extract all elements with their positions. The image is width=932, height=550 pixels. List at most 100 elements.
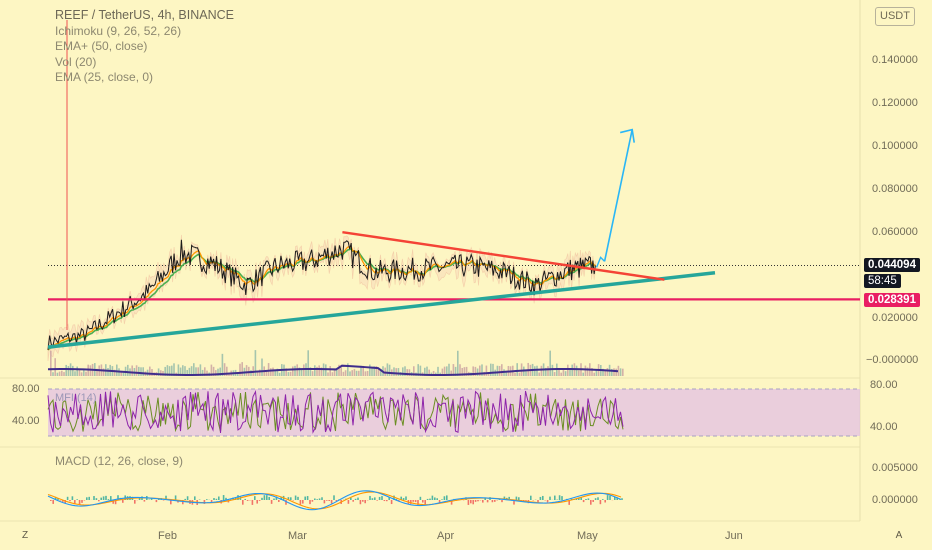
volume-bar bbox=[553, 372, 556, 376]
volume-bar bbox=[195, 367, 197, 376]
volume-bar bbox=[250, 370, 252, 376]
time-label: Mar bbox=[288, 530, 307, 542]
macd-histogram-bar bbox=[501, 500, 503, 503]
macd-histogram-bar bbox=[150, 497, 153, 500]
macd-histogram-bar bbox=[114, 500, 117, 505]
macd-histogram-bar bbox=[474, 500, 477, 502]
macd-histogram-bar bbox=[390, 500, 393, 505]
volume-tick: −0.000000 bbox=[866, 354, 919, 366]
volume-bar bbox=[135, 365, 138, 376]
volume-bar bbox=[465, 366, 468, 376]
zoom-button[interactable]: Z bbox=[21, 530, 29, 541]
macd-histogram-bar bbox=[518, 497, 520, 500]
auto-scale-button[interactable]: A bbox=[895, 530, 903, 541]
macd-histogram-bar bbox=[357, 497, 359, 500]
volume-bar bbox=[212, 366, 215, 376]
volume-bar bbox=[406, 369, 408, 376]
macd-histogram-bar bbox=[568, 500, 570, 505]
macd-histogram-bar bbox=[266, 495, 268, 500]
macd-histogram-bar bbox=[335, 500, 338, 502]
volume-bar bbox=[560, 372, 562, 376]
macd-histogram-bar bbox=[278, 500, 280, 502]
volume-bar bbox=[479, 365, 481, 376]
volume-bar bbox=[85, 371, 87, 376]
ichimoku-indicator-label[interactable]: Ichimoku (9, 26, 52, 26) bbox=[55, 23, 182, 38]
volume-bar bbox=[245, 365, 248, 376]
volume-bar bbox=[426, 366, 428, 376]
macd-histogram-bar bbox=[155, 500, 158, 503]
trendlines[interactable] bbox=[47, 20, 860, 349]
volume-bar bbox=[611, 368, 613, 376]
macd-histogram-bar bbox=[438, 500, 441, 503]
macd-histogram-bar bbox=[429, 498, 431, 500]
macd-line bbox=[47, 490, 622, 511]
macd-histogram-bar bbox=[419, 496, 422, 500]
macd-histogram-bar bbox=[450, 500, 453, 505]
macd-histogram-bar bbox=[410, 500, 412, 504]
volume-bar bbox=[120, 372, 122, 376]
volume-bar bbox=[443, 366, 446, 376]
macd-histogram-bar bbox=[95, 498, 98, 500]
volume-bar bbox=[584, 365, 587, 376]
macd-histogram-bar bbox=[491, 500, 494, 503]
ema-indicator-label[interactable]: EMA (25, close, 0) bbox=[55, 70, 154, 84]
macd-histogram-bar bbox=[237, 495, 239, 500]
volume-bar bbox=[342, 371, 345, 376]
macd-histogram-bar bbox=[326, 500, 328, 501]
macd-histogram-bar bbox=[263, 495, 266, 500]
macd-histogram-bar bbox=[100, 497, 102, 500]
volume-bar bbox=[327, 372, 329, 376]
volume-bar bbox=[619, 368, 622, 376]
macd-indicator-label[interactable]: MACD (12, 26, close, 9) bbox=[55, 454, 184, 468]
ema-plus-indicator-label[interactable]: EMA+ (50, close) bbox=[55, 39, 148, 53]
volume-bar bbox=[518, 372, 521, 376]
macd-histogram-bar bbox=[575, 498, 578, 500]
mfi-panel bbox=[47, 388, 860, 437]
volume-bar bbox=[338, 364, 340, 376]
volume-bar bbox=[256, 371, 259, 376]
macd-tick: 0.000000 bbox=[872, 494, 918, 506]
volume-bar bbox=[446, 366, 448, 376]
macd-histogram-bar bbox=[52, 500, 54, 504]
volume-bar bbox=[417, 364, 419, 376]
price-tick: 0.060000 bbox=[872, 226, 918, 238]
price-tick: 0.140000 bbox=[872, 54, 918, 66]
volume-bar bbox=[404, 366, 406, 376]
volume-bar bbox=[276, 368, 279, 376]
macd-histogram-bar bbox=[294, 495, 297, 500]
macd-histogram-bar bbox=[616, 497, 618, 500]
macd-histogram-bar bbox=[383, 500, 386, 502]
volume-bar bbox=[210, 364, 213, 376]
volume-bar bbox=[188, 367, 191, 376]
macd-histogram-bar bbox=[436, 498, 438, 500]
macd-histogram-bar bbox=[69, 500, 71, 502]
volume-bar bbox=[452, 364, 455, 376]
volume-indicator-label[interactable]: Vol (20) bbox=[55, 54, 97, 69]
macd-histogram-bar bbox=[414, 500, 417, 503]
volume-bar bbox=[160, 370, 162, 376]
macd-histogram-bar bbox=[402, 498, 405, 500]
macd-histogram-bar bbox=[582, 500, 585, 503]
macd-histogram-bar bbox=[549, 496, 551, 500]
volume-bar bbox=[487, 372, 490, 376]
volume-bar bbox=[369, 364, 371, 376]
volume-bar bbox=[54, 358, 56, 376]
mfi-indicator-label[interactable]: MFI (14) bbox=[55, 392, 97, 404]
volume-bar bbox=[536, 365, 538, 376]
volume-bar bbox=[221, 353, 224, 376]
macd-histogram-bar bbox=[542, 495, 544, 500]
macd-histogram-bar bbox=[203, 500, 206, 504]
macd-histogram-bar bbox=[102, 496, 105, 500]
symbol-title[interactable]: REEF / TetherUS, 4h, BINANCE bbox=[55, 8, 234, 22]
macd-histogram-bar bbox=[206, 499, 208, 500]
macd-histogram-bar bbox=[88, 496, 90, 500]
currency-button[interactable]: USDT bbox=[875, 7, 915, 26]
volume-bar bbox=[298, 367, 301, 376]
volume-bar bbox=[303, 364, 305, 376]
volume-bar bbox=[575, 365, 578, 376]
volume-bar bbox=[424, 367, 426, 376]
volume-bar bbox=[72, 365, 74, 376]
macd-histogram-bar bbox=[218, 496, 220, 500]
macd-histogram-bar bbox=[369, 495, 371, 500]
